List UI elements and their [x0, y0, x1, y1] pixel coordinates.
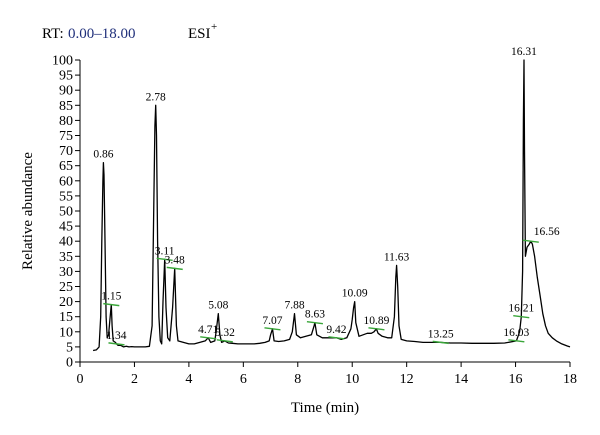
x-tick-label: 2: [131, 372, 138, 387]
y-tick-label: 20: [59, 295, 73, 310]
x-tick-label: 16: [509, 372, 523, 387]
y-tick-label: 45: [59, 220, 73, 235]
y-tick-label: 65: [59, 159, 73, 174]
y-axis-title: Relative abundance: [20, 152, 36, 270]
y-tick-label: 40: [59, 235, 73, 250]
peak-integration-marker: [307, 322, 323, 324]
peak-label: 5.08: [208, 300, 228, 312]
y-tick-label: 25: [59, 280, 73, 295]
y-tick-label: 75: [59, 129, 73, 144]
peak-label: 16.56: [534, 226, 560, 238]
peak-label: 13.25: [428, 328, 454, 340]
y-tick-label: 10: [59, 325, 73, 340]
y-tick-label: 15: [59, 310, 73, 325]
peak-label: 8.63: [305, 309, 325, 321]
peak-integration-marker: [167, 267, 183, 269]
x-tick-label: 6: [240, 372, 247, 387]
peak-label: 7.88: [284, 300, 304, 312]
peak-integration-marker: [108, 343, 124, 345]
x-ticks: 0 2 4 6 8 10 12 14 16 18: [77, 362, 578, 387]
x-tick-label: 0: [77, 372, 84, 387]
peak-label: 1.15: [101, 291, 121, 303]
peak-label: 5.32: [215, 327, 235, 339]
peak-integration-marker: [328, 337, 344, 339]
y-tick-label: 70: [59, 144, 73, 159]
y-tick-label: 60: [59, 174, 73, 189]
axes: 0510152025303540455055606570758085909510…: [52, 54, 577, 388]
peak-label: 1.34: [106, 330, 126, 342]
y-ticks: 0510152025303540455055606570758085909510…: [52, 54, 80, 371]
peak-integration-marker: [264, 328, 280, 330]
peak-integration-marker: [217, 340, 233, 342]
peak-label: 7.07: [262, 315, 282, 327]
peak-label: 3.48: [165, 254, 185, 266]
y-tick-label: 35: [59, 250, 73, 265]
x-tick-label: 8: [294, 372, 301, 387]
peak-label: 16.03: [503, 327, 529, 339]
ionization-superscript: +: [211, 21, 217, 33]
peak-integration-marker: [433, 341, 449, 343]
y-tick-label: 85: [59, 99, 73, 114]
x-tick-label: 18: [563, 372, 577, 387]
rt-range: 0.00–18.00: [68, 26, 136, 42]
peak-label: 11.63: [384, 251, 410, 263]
y-tick-label: 100: [52, 54, 73, 69]
x-axis-title: Time (min): [291, 400, 359, 416]
x-tick-label: 4: [185, 372, 192, 387]
peak-label: 16.31: [511, 46, 537, 58]
y-tick-label: 55: [59, 189, 73, 204]
peak-label: 2.78: [146, 91, 166, 103]
peak-integration-marker: [368, 328, 384, 330]
peak-label: 9.42: [326, 324, 346, 336]
ionization-mode: ESI: [188, 26, 211, 42]
y-tick-label: 50: [59, 205, 73, 220]
peak-label: 16.21: [508, 303, 534, 315]
y-tick-label: 95: [59, 69, 73, 84]
peak-label: 0.86: [93, 149, 113, 161]
x-tick-label: 12: [400, 372, 414, 387]
peak-label: 10.89: [364, 315, 390, 327]
chromatogram-trace: [93, 60, 570, 351]
rt-label: RT:: [42, 26, 64, 42]
peak-label: 10.09: [342, 288, 368, 300]
y-tick-label: 30: [59, 265, 73, 280]
y-tick-label: 5: [66, 340, 73, 355]
y-tick-label: 0: [66, 356, 73, 371]
y-tick-label: 80: [59, 114, 73, 129]
x-tick-label: 10: [345, 372, 359, 387]
peak-integration-marker: [513, 316, 529, 318]
x-tick-label: 14: [454, 372, 468, 387]
y-tick-label: 90: [59, 84, 73, 99]
